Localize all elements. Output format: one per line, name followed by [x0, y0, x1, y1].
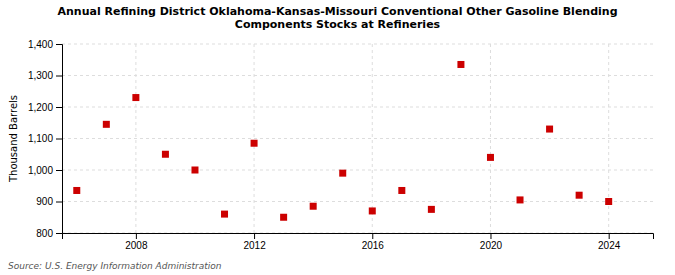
point: [517, 196, 524, 203]
y-tick-label: 1,000: [28, 165, 53, 176]
grid-line: [62, 107, 653, 108]
chart: 2008 2012 2016 2020 2024 800 900 1,000 1,100 1,20…: [0, 0, 675, 275]
x-tick-mark: [254, 233, 255, 239]
point: [457, 61, 464, 68]
y-tick-mark: [56, 170, 62, 171]
x-tick-mark: [136, 233, 137, 239]
y-tick: 1,200: [28, 102, 62, 113]
grid-line: [62, 75, 653, 76]
grid-line: [62, 138, 653, 139]
point: [487, 154, 494, 161]
x-tick-label: 2016: [362, 240, 385, 251]
point: [310, 203, 317, 210]
x-axis: 2008 2012 2016 2020 2024: [63, 233, 654, 251]
x-tick-mark: [490, 233, 491, 239]
y-tick-mark: [56, 44, 62, 45]
x-tick: 2020: [480, 233, 503, 251]
point: [428, 206, 435, 213]
y-tick-label: 1,300: [28, 70, 53, 81]
x-tick-label: 2012: [243, 240, 266, 251]
grid-line: [372, 44, 373, 233]
y-tick: 1,300: [28, 70, 62, 81]
x-tick: 2024: [598, 233, 621, 251]
y-tick-label: 1,200: [28, 102, 53, 113]
y-axis-title: Thousand Barrels: [8, 95, 19, 183]
y-tick: 1,100: [28, 133, 62, 144]
point: [546, 126, 553, 133]
grid-line: [254, 44, 255, 233]
source: Source: U.S. Energy Information Administ…: [8, 261, 222, 271]
point: [339, 170, 346, 177]
x-tick-mark: [609, 233, 610, 239]
y-tick-label: 1,100: [28, 133, 53, 144]
grid-line: [62, 44, 653, 45]
point: [605, 198, 612, 205]
grid-line: [490, 44, 491, 233]
y-tick-mark: [56, 107, 62, 108]
grid-line: [62, 170, 653, 171]
y-tick-mark: [56, 202, 62, 203]
point: [280, 214, 287, 221]
x-tick-label: 2008: [125, 240, 148, 251]
y-tick-label: 1,400: [28, 39, 53, 50]
x-tick-mark: [372, 233, 373, 239]
point: [251, 140, 258, 147]
point: [369, 207, 376, 214]
y-tick: 1,400: [28, 39, 62, 50]
x-tick: 2012: [243, 233, 266, 251]
point: [191, 167, 198, 174]
points: [73, 61, 612, 221]
x-tick-label: 2020: [480, 240, 503, 251]
x-axis-line: [63, 234, 654, 240]
point: [576, 192, 583, 199]
grid: [62, 44, 653, 233]
grid-line: [62, 201, 653, 202]
y-tick-mark: [56, 139, 62, 140]
point: [398, 187, 405, 194]
point: [103, 121, 110, 128]
y-tick: 1,000: [28, 165, 62, 176]
point: [73, 187, 80, 194]
y-axis-line: [56, 45, 63, 234]
grid-line: [135, 44, 136, 233]
y-axis: 800 900 1,000 1,100 1,200 1,300 1,400: [28, 39, 63, 239]
y-tick-mark: [56, 76, 62, 77]
y-tick-mark: [56, 233, 62, 234]
title: Annual Refining District Oklahoma-Kansas…: [57, 5, 617, 31]
y-tick-label: 800: [36, 228, 53, 239]
y-tick-label: 900: [36, 196, 53, 207]
y-tick: 800: [36, 228, 62, 239]
plot: 2008 2012 2016 2020 2024 800 900 1,000 1,100 1,20…: [28, 39, 654, 251]
point: [221, 211, 228, 218]
x-tick-label: 2024: [598, 240, 621, 251]
x-tick: 2008: [125, 233, 148, 251]
x-tick: 2016: [362, 233, 385, 251]
point: [132, 94, 139, 101]
y-tick: 900: [36, 196, 62, 207]
point: [162, 151, 169, 158]
